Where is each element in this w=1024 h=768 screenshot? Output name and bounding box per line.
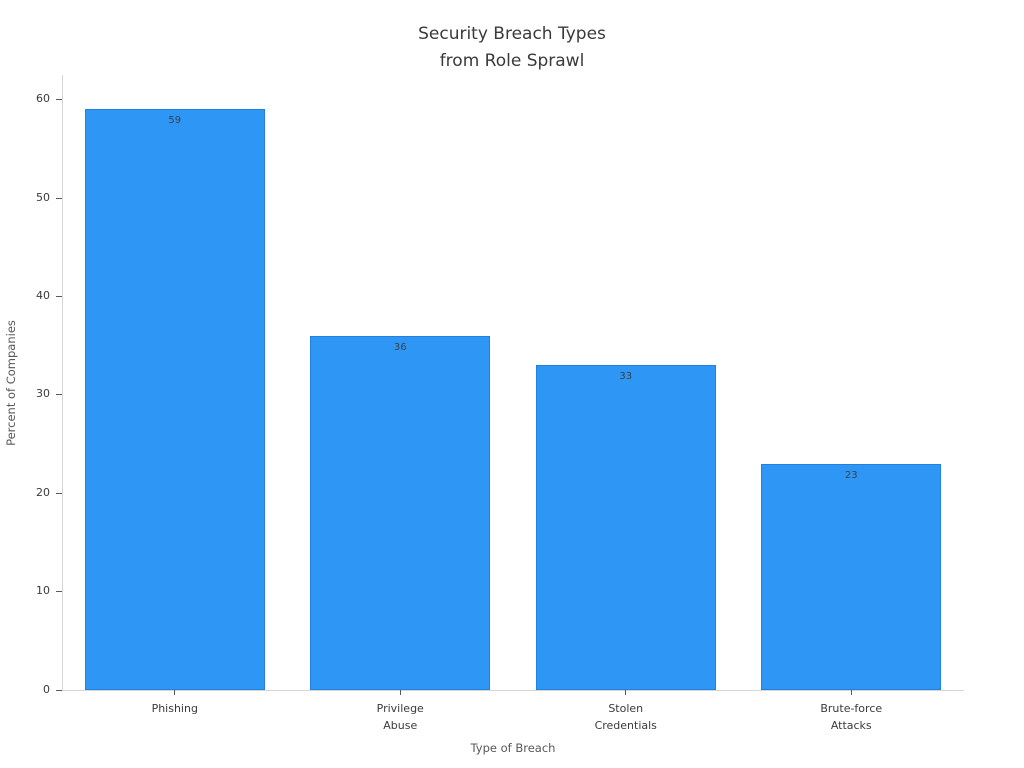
- bar-value-label: 23: [844, 469, 858, 481]
- bar: [310, 335, 491, 690]
- y-tick: [56, 492, 62, 494]
- y-tick-label: 20: [36, 485, 50, 499]
- y-tick: [56, 99, 62, 101]
- y-tick-label: 10: [36, 584, 50, 598]
- x-category-label: Brute-force Attacks: [820, 702, 883, 732]
- x-axis-label: Type of Breach: [470, 741, 556, 755]
- y-tick: [56, 295, 62, 297]
- y-tick: [56, 689, 62, 691]
- y-axis-spine: [62, 75, 63, 690]
- x-category-label: Privilege Abuse: [376, 702, 424, 732]
- y-tick-label: 0: [43, 682, 50, 696]
- x-axis-spine: [62, 690, 964, 691]
- bar: [761, 463, 942, 690]
- x-tick: [399, 690, 401, 695]
- y-tick-label: 40: [36, 288, 50, 302]
- bar: [535, 365, 716, 690]
- x-tick: [174, 690, 176, 695]
- x-tick: [850, 690, 852, 695]
- x-category-label: Stolen Credentials: [594, 702, 657, 732]
- x-category-label: Phishing: [151, 702, 198, 715]
- bar: [84, 109, 265, 690]
- bar-value-label: 36: [393, 341, 407, 353]
- y-tick: [56, 394, 62, 396]
- y-tick-label: 60: [36, 92, 50, 106]
- y-tick: [56, 197, 62, 199]
- bar-value-label: 33: [619, 371, 633, 383]
- y-tick-label: 50: [36, 190, 50, 204]
- y-tick-label: 30: [36, 387, 50, 401]
- chart-title: Security Breach Types from Role Sprawl: [418, 24, 606, 71]
- y-tick: [56, 591, 62, 593]
- x-tick: [625, 690, 627, 695]
- bar-value-label: 59: [168, 115, 182, 127]
